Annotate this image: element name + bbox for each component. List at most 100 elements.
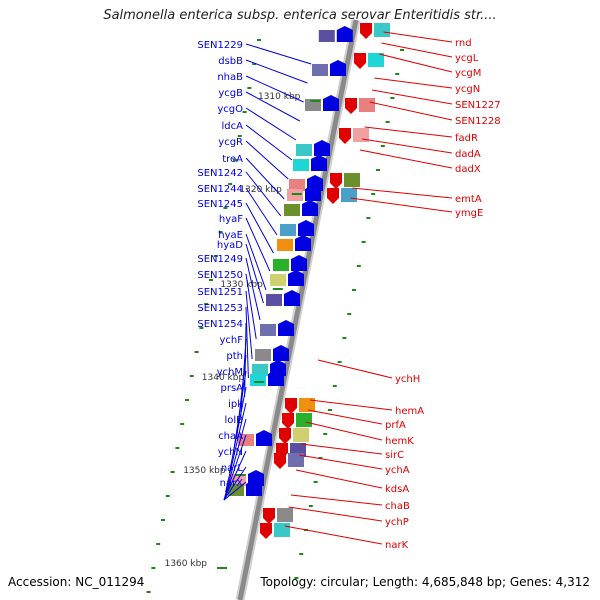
forward-gene-label: SEN1229 — [197, 40, 243, 51]
forward-gene-label: ychM — [217, 367, 243, 378]
reverse-label-connector — [309, 399, 393, 411]
topology-label: Topology: circular; Length: 4,685,848 bp… — [260, 575, 590, 589]
forward-gene-arrow — [314, 140, 330, 156]
reverse-gene-label: narK — [385, 540, 409, 551]
reverse-gene-label: prfA — [385, 420, 406, 431]
reverse-label-connector — [371, 89, 453, 105]
forward-feature-block — [238, 434, 254, 446]
forward-gene-label: narX — [220, 478, 244, 489]
reverse-gene-label: ycgL — [455, 53, 479, 64]
forward-gene-label: SEN1245 — [197, 199, 243, 210]
reverse-label-connector — [369, 101, 453, 121]
reverse-feature-block — [359, 98, 375, 112]
kbp-tick-label: 1340 kbp — [202, 373, 245, 383]
reverse-gene-label: hemA — [395, 406, 424, 417]
forward-gene-label: SEN1253 — [197, 303, 243, 314]
reverse-gene-arrow — [279, 428, 291, 444]
forward-gene-arrow — [295, 235, 311, 251]
reverse-label-connector — [383, 31, 453, 43]
reverse-feature-block — [296, 413, 312, 427]
reverse-label-connector — [298, 454, 383, 470]
forward-label-connector — [245, 91, 301, 122]
reverse-feature-block — [299, 398, 315, 412]
forward-gene-arrow — [291, 255, 307, 271]
reverse-gene-label: rnd — [455, 38, 472, 49]
forward-gene-arrow — [330, 60, 346, 76]
forward-gene-label: ycgB — [218, 88, 243, 99]
reverse-label-connector — [359, 149, 453, 169]
forward-label-connector — [223, 481, 247, 501]
reverse-feature-block — [277, 508, 293, 522]
forward-label-connector — [225, 402, 247, 493]
forward-label-connector — [245, 43, 312, 65]
reverse-gene-label: dadX — [455, 164, 481, 175]
reverse-gene-label: chaB — [385, 501, 410, 512]
reverse-feature-block — [368, 53, 384, 67]
reverse-label-connector — [284, 525, 383, 545]
forward-label-connector — [245, 202, 274, 254]
forward-label-connector — [245, 273, 257, 340]
reverse-gene-arrow — [282, 413, 294, 429]
reverse-label-connector — [362, 138, 453, 154]
reverse-gene-label: ychP — [385, 517, 409, 528]
reverse-gene-arrow — [354, 53, 366, 69]
forward-gene-label: SEN1251 — [197, 287, 243, 298]
forward-label-connector — [223, 450, 247, 501]
forward-label-connector — [245, 290, 253, 360]
forward-label-connector — [223, 434, 247, 501]
reverse-gene-label: fadR — [455, 133, 478, 144]
forward-gene-label: ldcA — [222, 121, 244, 132]
forward-gene-label: ycgO — [217, 104, 243, 115]
forward-feature-block — [312, 64, 328, 76]
reverse-gene-arrow — [263, 508, 275, 524]
forward-gene-arrow — [256, 430, 272, 446]
genome-title: Salmonella enterica subsp. enterica sero… — [103, 8, 497, 23]
kbp-tick-label: 1350 kbp — [183, 466, 226, 476]
forward-gene-label: dsbB — [218, 56, 243, 67]
reverse-gene-label: SEN1228 — [455, 116, 501, 127]
forward-gene-label: chaA — [218, 431, 243, 442]
kbp-tick-label: 1330 kbp — [220, 280, 263, 290]
forward-gene-label: SEN1254 — [197, 319, 243, 330]
forward-gene-arrow — [284, 290, 300, 306]
forward-label-connector — [245, 233, 267, 291]
reverse-feature-block — [274, 523, 290, 537]
forward-feature-block — [289, 179, 305, 191]
reverse-feature-block — [353, 128, 369, 142]
forward-feature-block — [280, 224, 296, 236]
forward-gene-label: narL — [221, 463, 244, 474]
backbone-line — [237, 19, 359, 600]
forward-feature-block — [252, 364, 268, 376]
forward-feature-block — [273, 259, 289, 271]
forward-label-connector — [245, 217, 271, 272]
forward-gene-arrow — [288, 270, 304, 286]
forward-label-connector — [245, 107, 297, 141]
reverse-gene-label: emtA — [455, 194, 482, 205]
reverse-gene-label: ychH — [395, 374, 420, 385]
forward-label-connector — [245, 257, 261, 321]
reverse-gene-arrow — [330, 173, 342, 189]
forward-label-connector — [245, 75, 304, 103]
reverse-gene-label: SEN1227 — [455, 100, 501, 111]
forward-gene-arrow — [298, 220, 314, 236]
forward-gene-label: hyaF — [219, 214, 243, 225]
forward-gene-arrow — [273, 345, 289, 361]
forward-label-connector — [245, 187, 278, 236]
reverse-gene-arrow — [260, 523, 272, 539]
reverse-gene-arrow — [274, 453, 286, 469]
forward-gene-arrow — [336, 26, 353, 42]
reverse-gene-arrow — [327, 188, 339, 204]
forward-feature-block — [270, 274, 286, 286]
forward-gene-label: SEN1242 — [197, 168, 243, 179]
reverse-label-connector — [364, 126, 453, 138]
forward-label-connector — [245, 124, 293, 161]
reverse-feature-block — [293, 428, 309, 442]
forward-label-connector — [245, 140, 289, 180]
reverse-label-connector — [350, 197, 453, 213]
reverse-gene-label: kdsA — [385, 484, 409, 495]
forward-gene-arrow — [278, 320, 294, 336]
forward-label-connector — [223, 466, 247, 501]
reverse-gene-arrow — [345, 98, 357, 114]
forward-gene-label: pth — [226, 351, 243, 362]
